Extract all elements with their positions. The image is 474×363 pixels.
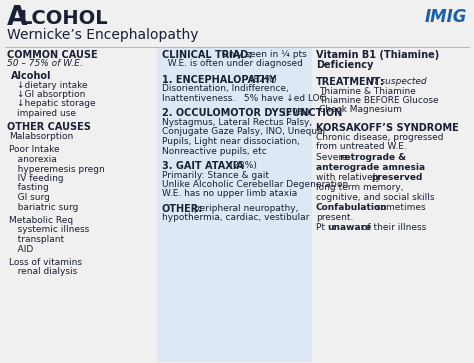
Text: retrograde &: retrograde & bbox=[340, 154, 406, 163]
Text: (29%): (29%) bbox=[280, 109, 310, 118]
Text: from untreated W.E.: from untreated W.E. bbox=[316, 142, 407, 151]
Text: bariatric surg: bariatric surg bbox=[9, 203, 78, 212]
Bar bbox=[157, 48, 312, 362]
Text: transplant: transplant bbox=[9, 235, 64, 244]
Text: 1. ENCEPHALOPATHY: 1. ENCEPHALOPATHY bbox=[162, 75, 276, 85]
Text: Malabsorption: Malabsorption bbox=[9, 132, 73, 141]
Text: hyperemesis pregn: hyperemesis pregn bbox=[9, 164, 105, 174]
Text: fasting: fasting bbox=[9, 184, 49, 192]
Text: KORSAKOFF’S SYNDROME: KORSAKOFF’S SYNDROME bbox=[316, 123, 459, 133]
Text: Poor Intake: Poor Intake bbox=[9, 146, 60, 155]
Text: renal dialysis: renal dialysis bbox=[9, 268, 77, 277]
Text: Severe: Severe bbox=[316, 154, 350, 163]
Text: ↓GI absorption: ↓GI absorption bbox=[17, 90, 85, 99]
Text: present.: present. bbox=[316, 212, 354, 221]
Text: peripheral neuropathy,: peripheral neuropathy, bbox=[191, 204, 298, 213]
Text: impaired use: impaired use bbox=[17, 109, 76, 118]
Text: 2. OCCULOMOTOR DYSFUNCTION: 2. OCCULOMOTOR DYSFUNCTION bbox=[162, 109, 342, 118]
Text: Vitamin B1 (Thiamine): Vitamin B1 (Thiamine) bbox=[316, 50, 439, 60]
Text: sometimes: sometimes bbox=[373, 203, 426, 212]
Text: LCOHOL: LCOHOL bbox=[19, 9, 108, 28]
Text: If suspected: If suspected bbox=[366, 77, 427, 86]
Text: ↓dietary intake: ↓dietary intake bbox=[17, 81, 88, 90]
Text: Wernicke’s Encephalopathy: Wernicke’s Encephalopathy bbox=[7, 28, 199, 42]
Text: systemic illness: systemic illness bbox=[9, 225, 89, 234]
Text: IV feeding: IV feeding bbox=[9, 174, 64, 183]
Text: ↓hepatic storage: ↓hepatic storage bbox=[17, 99, 96, 109]
Text: Primarily: Stance & gait: Primarily: Stance & gait bbox=[162, 171, 269, 179]
Text: Pt: Pt bbox=[316, 223, 328, 232]
Text: hypothermia, cardiac, vestibular: hypothermia, cardiac, vestibular bbox=[162, 213, 310, 223]
Text: GI surg: GI surg bbox=[9, 193, 50, 202]
Text: A: A bbox=[7, 5, 27, 31]
Text: unaware: unaware bbox=[327, 223, 371, 232]
Text: OTHER CAUSES: OTHER CAUSES bbox=[7, 122, 91, 132]
Text: W.E. is often under diagnosed: W.E. is often under diagnosed bbox=[162, 60, 303, 69]
Text: Metabolic Req: Metabolic Req bbox=[9, 216, 73, 225]
Text: (82%): (82%) bbox=[247, 75, 277, 84]
Text: Thiamine BEFORE Glucose: Thiamine BEFORE Glucose bbox=[319, 96, 438, 105]
Text: IMIG: IMIG bbox=[425, 8, 467, 26]
Text: anorexia: anorexia bbox=[9, 155, 57, 164]
Text: (23%): (23%) bbox=[227, 161, 257, 170]
Text: CLINICAL TRIAD:: CLINICAL TRIAD: bbox=[162, 50, 252, 60]
Text: Thiamine & Thiamine: Thiamine & Thiamine bbox=[319, 86, 416, 95]
Text: Unlike Alcoholic Cerebellar Degeneration: Unlike Alcoholic Cerebellar Degeneration bbox=[162, 180, 348, 189]
Text: Disorientation, Indifference,: Disorientation, Indifference, bbox=[162, 85, 289, 94]
Text: anterograde amnesia: anterograde amnesia bbox=[316, 163, 425, 172]
Text: Conjugate Gaze Palsy, INO, Unequal: Conjugate Gaze Palsy, INO, Unequal bbox=[162, 127, 325, 136]
Text: COMMON CAUSE: COMMON CAUSE bbox=[7, 50, 98, 60]
Text: Loss of vitamins: Loss of vitamins bbox=[9, 258, 82, 267]
Text: OTHER:: OTHER: bbox=[162, 204, 203, 214]
Text: 3. GAIT ATAXIA: 3. GAIT ATAXIA bbox=[162, 161, 244, 171]
Text: of their illness: of their illness bbox=[359, 223, 426, 232]
Text: 50 – 75% of W.E.: 50 – 75% of W.E. bbox=[7, 60, 83, 69]
Text: AID: AID bbox=[9, 245, 33, 253]
Text: Check Magnesium: Check Magnesium bbox=[319, 106, 402, 114]
Text: Nonreactive pupils, etc: Nonreactive pupils, etc bbox=[162, 147, 267, 155]
Text: Nystagmus, Lateral Rectus Palsy,: Nystagmus, Lateral Rectus Palsy, bbox=[162, 118, 312, 127]
Text: preserved: preserved bbox=[371, 174, 422, 183]
Text: Chronic disease, progressed: Chronic disease, progressed bbox=[316, 132, 444, 142]
Text: Deficiency: Deficiency bbox=[316, 60, 374, 69]
Text: with relatively: with relatively bbox=[316, 174, 383, 183]
Text: W.E. has no upper limb ataxia: W.E. has no upper limb ataxia bbox=[162, 189, 297, 199]
Text: Confabulation: Confabulation bbox=[316, 203, 388, 212]
Text: TREATMENT:: TREATMENT: bbox=[316, 77, 385, 87]
Text: Pupils, Light near dissociation,: Pupils, Light near dissociation, bbox=[162, 137, 300, 146]
Text: Inattentiveness.   5% have ↓ed LOC: Inattentiveness. 5% have ↓ed LOC bbox=[162, 94, 326, 103]
Text: Only seen in ¼ pts: Only seen in ¼ pts bbox=[216, 50, 307, 59]
Text: cognitive, and social skills: cognitive, and social skills bbox=[316, 192, 435, 201]
Text: long term memory,: long term memory, bbox=[316, 183, 403, 192]
Text: Alcohol: Alcohol bbox=[11, 71, 52, 81]
